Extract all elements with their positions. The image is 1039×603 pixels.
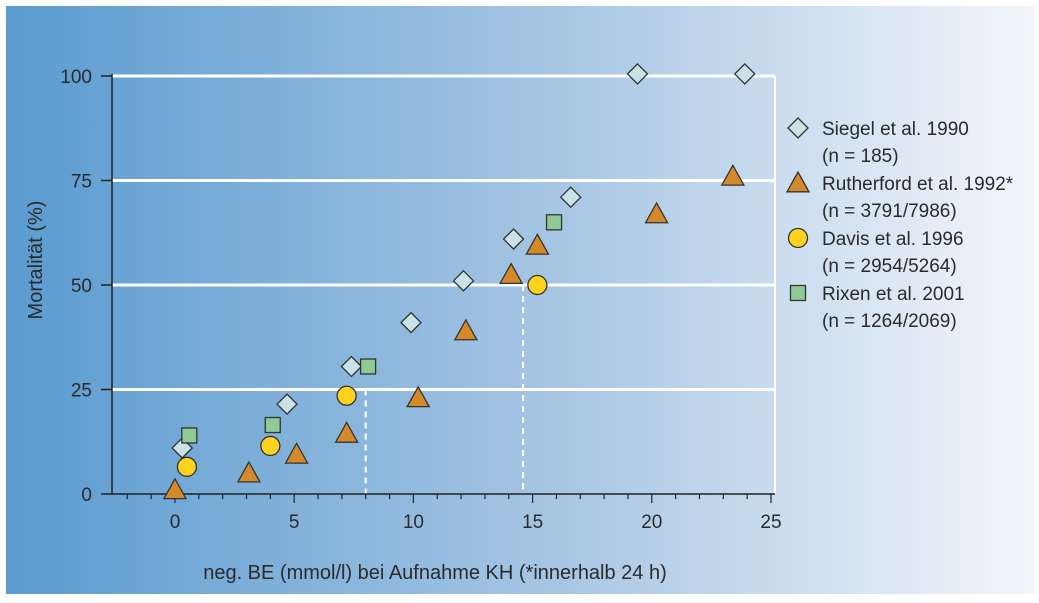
data-point-circle	[176, 456, 198, 477]
legend-sample-size: (n = 1264/2069)	[822, 311, 957, 332]
data-point-diamond	[400, 311, 422, 334]
data-point-triangle	[334, 421, 359, 443]
data-point-square	[545, 214, 563, 231]
data-point-diamond	[276, 393, 298, 416]
data-point-triangle	[720, 163, 745, 186]
y-tick-label: 0	[81, 485, 92, 506]
data-point-triangle	[453, 318, 478, 341]
legend-sample-size: (n = 3791/7986)	[822, 201, 957, 222]
data-point-diamond	[626, 62, 649, 85]
data-point-triangle	[499, 262, 524, 285]
data-point-triangle	[406, 385, 431, 408]
data-point-square	[359, 358, 377, 375]
legend-sample-size: (n = 2954/5264)	[822, 256, 957, 277]
legend-marker-square	[789, 284, 807, 302]
data-point-diamond	[340, 355, 363, 378]
legend-marker-diamond	[787, 117, 809, 139]
y-tick-label: 50	[71, 276, 92, 297]
data-point-triangle	[644, 201, 669, 224]
data-point-triangle	[236, 460, 262, 483]
x-tick-label: 20	[641, 512, 662, 533]
legend-label: Davis et al. 1996	[822, 229, 964, 250]
y-axis-label: Mortalität (%)	[25, 201, 47, 320]
data-point-circle	[336, 385, 357, 406]
data-point-square	[181, 427, 198, 444]
legend-label: Rutherford et al. 1992*	[822, 174, 1014, 195]
legend-sample-size: (n = 185)	[822, 146, 899, 167]
legend-label: Rixen et al. 2001	[822, 284, 965, 305]
x-axis-label: neg. BE (mmol/l) bei Aufnahme KH (*inner…	[203, 562, 667, 584]
x-tick-label: 0	[170, 512, 181, 533]
data-point-diamond	[733, 62, 756, 85]
data-point-circle	[260, 435, 281, 457]
data-point-triangle	[525, 232, 550, 255]
legend-marker-triangle	[785, 170, 811, 193]
data-point-diamond	[559, 186, 582, 209]
y-tick-label: 75	[71, 172, 92, 193]
data-point-triangle	[284, 441, 309, 464]
x-tick-label: 10	[403, 512, 424, 533]
x-tick-label: 25	[760, 512, 781, 533]
legend-marker-circle	[787, 227, 809, 249]
x-tick-label: 5	[289, 512, 300, 533]
data-point-diamond	[502, 228, 525, 250]
y-tick-label: 25	[71, 381, 92, 402]
data-point-square	[264, 416, 281, 434]
data-point-diamond	[452, 269, 475, 292]
data-point-triangle	[162, 477, 188, 500]
x-tick-label: 15	[522, 512, 543, 533]
data-point-circle	[527, 274, 548, 296]
y-tick-label: 100	[60, 67, 92, 88]
legend-label: Siegel et al. 1990	[822, 119, 969, 140]
